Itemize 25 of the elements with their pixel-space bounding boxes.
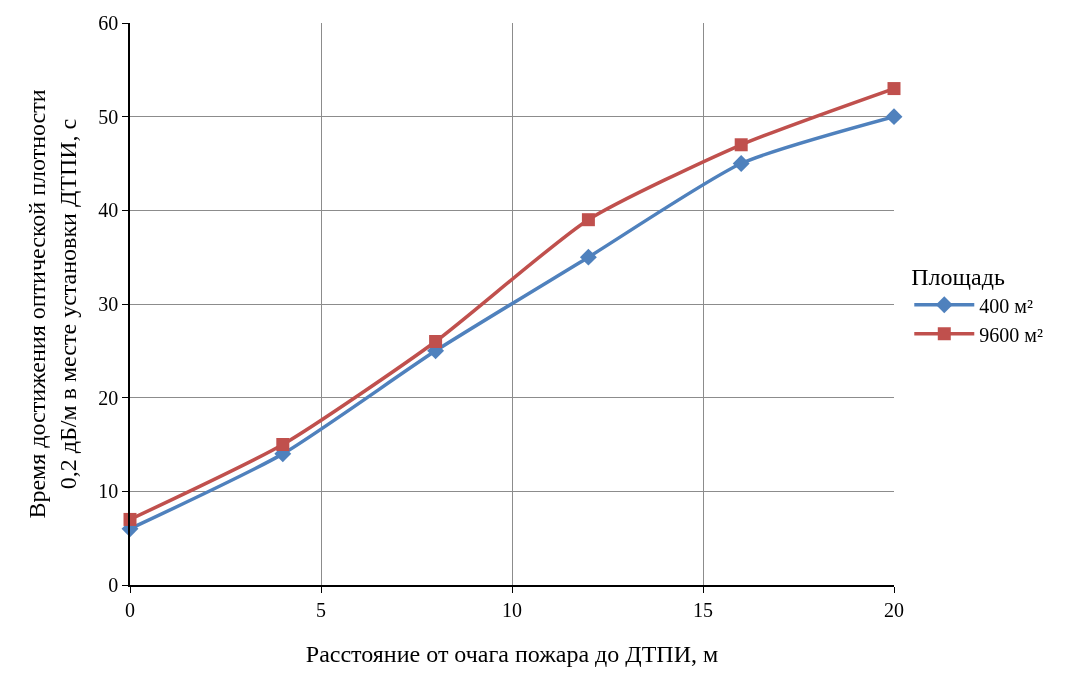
point xyxy=(276,438,290,451)
y-tick-label: 0 xyxy=(108,574,119,596)
point xyxy=(732,155,750,172)
y-axis-title: Время достижения оптической плотности 0,2 дБ/м в месте установки ДТПИ, с xyxy=(23,89,81,519)
y-tick-label: 40 xyxy=(98,199,119,222)
legend-title: Площадь xyxy=(911,264,1005,291)
x-tick-label: 5 xyxy=(316,598,326,621)
point xyxy=(734,138,748,152)
point xyxy=(885,108,903,126)
y-tick-label: 10 xyxy=(98,480,119,503)
x-tick-label: 15 xyxy=(693,598,713,621)
point xyxy=(581,213,595,227)
y-tick-label: 30 xyxy=(98,293,119,315)
y-tick-label: 60 xyxy=(98,12,119,34)
x-tick-label: 20 xyxy=(884,598,904,621)
x-tick-label: 0 xyxy=(125,598,135,621)
point xyxy=(887,82,901,96)
x-axis-title: Расстояние от очага пожара до ДТПИ, м xyxy=(305,640,719,667)
y-tick-label: 20 xyxy=(98,386,119,409)
x-tick-label: 10 xyxy=(502,598,522,621)
y-tick-label: 50 xyxy=(98,105,119,128)
point xyxy=(429,334,443,348)
legend-label: 400 м² xyxy=(979,294,1033,317)
legend-label: 9600 м² xyxy=(979,323,1043,346)
point xyxy=(579,248,597,266)
